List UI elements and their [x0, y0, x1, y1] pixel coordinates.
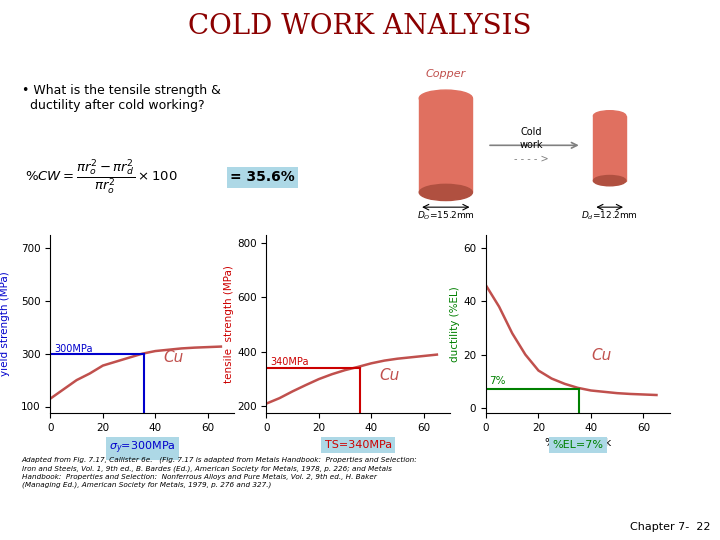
Ellipse shape [593, 111, 626, 121]
Ellipse shape [419, 90, 472, 106]
Bar [593, 116, 626, 181]
Text: $D_O$=15.2mm: $D_O$=15.2mm [417, 210, 474, 222]
Text: %EL=7%: %EL=7% [552, 440, 603, 450]
Text: Chapter 7-  22: Chapter 7- 22 [630, 522, 711, 532]
Text: - - - - >: - - - - > [514, 153, 549, 164]
Bar [419, 98, 472, 192]
Ellipse shape [419, 184, 472, 200]
Text: Copper: Copper [426, 69, 466, 79]
Y-axis label: tensile  strength (MPa): tensile strength (MPa) [224, 265, 234, 383]
Text: 340MPa: 340MPa [270, 357, 309, 368]
Text: $D_d$=12.2mm: $D_d$=12.2mm [581, 210, 638, 222]
Text: 300MPa: 300MPa [54, 343, 93, 354]
Text: = 35.6%: = 35.6% [230, 171, 295, 184]
X-axis label: % Cold Work: % Cold Work [325, 438, 392, 448]
Text: Cu: Cu [591, 348, 611, 363]
Text: $\%CW = \dfrac{\pi r_o^2 - \pi r_d^2}{\pi r_o^2} \times 100$: $\%CW = \dfrac{\pi r_o^2 - \pi r_d^2}{\p… [24, 158, 177, 197]
Text: $\sigma_y$=300MPa: $\sigma_y$=300MPa [109, 440, 176, 456]
Text: TS=340MPa: TS=340MPa [325, 440, 392, 450]
Text: Adapted from Fig. 7.17, Callister 6e.   (Fig. 7.17 is adapted from Metals Handbo: Adapted from Fig. 7.17, Callister 6e. (F… [22, 456, 418, 488]
Text: • What is the tensile strength &
  ductility after cold working?: • What is the tensile strength & ductili… [22, 84, 220, 112]
Text: Cold: Cold [521, 127, 542, 137]
Text: COLD WORK ANALYSIS: COLD WORK ANALYSIS [188, 14, 532, 40]
Text: Cu: Cu [163, 349, 184, 364]
Y-axis label: yield strength (MPa): yield strength (MPa) [0, 272, 10, 376]
Y-axis label: ductility (%EL): ductility (%EL) [451, 286, 460, 362]
Text: work: work [520, 140, 543, 150]
X-axis label: % Cold Work: % Cold Work [544, 438, 611, 448]
Text: Cu: Cu [379, 368, 400, 383]
Text: 7%: 7% [489, 376, 505, 386]
X-axis label: % Cold Work: % Cold Work [109, 438, 176, 448]
Ellipse shape [593, 176, 626, 186]
